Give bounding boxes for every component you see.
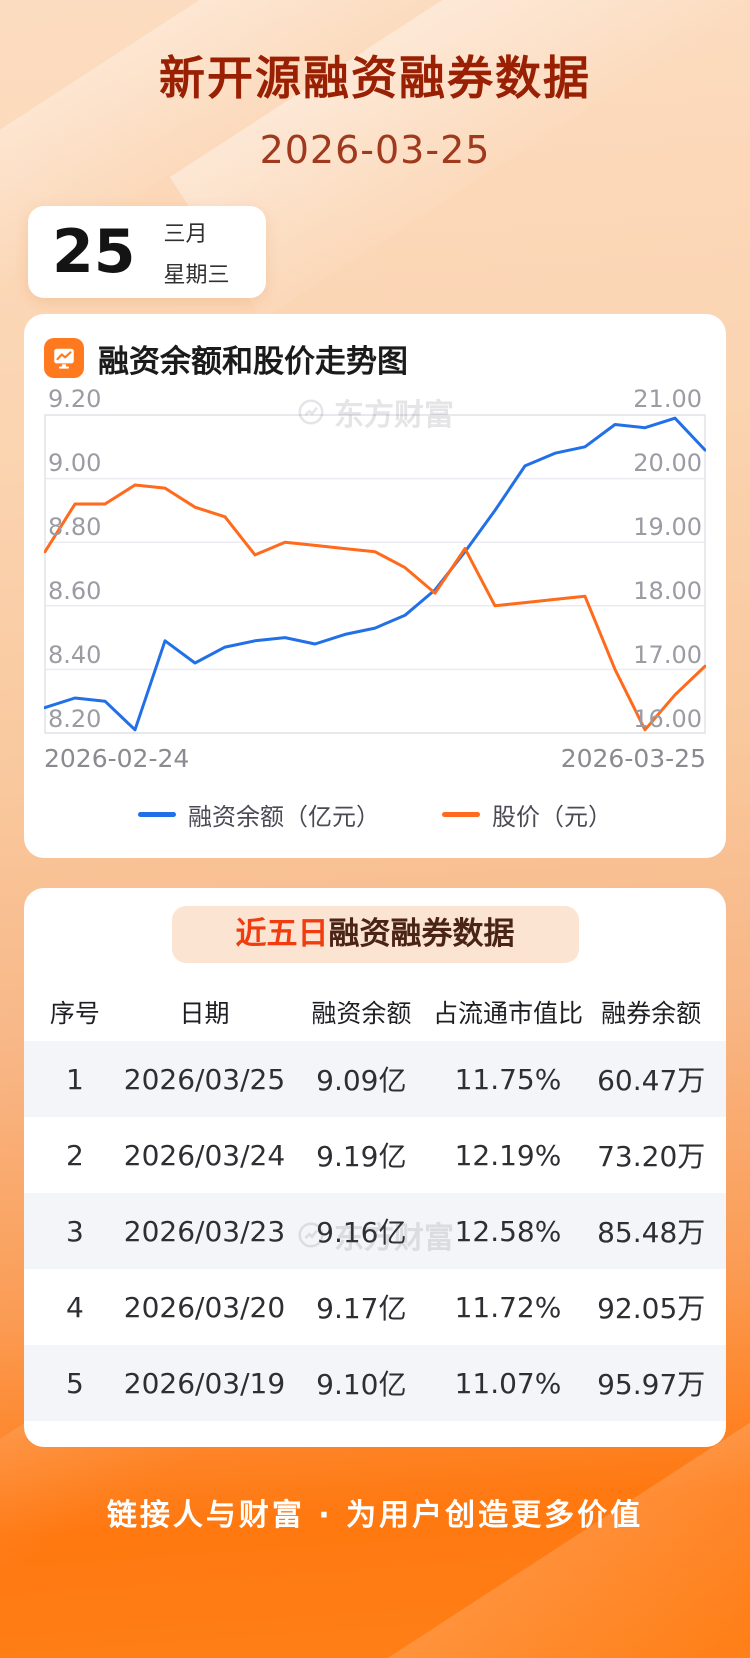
x-axis-labels: 2026-02-24 2026-03-25 — [44, 744, 706, 773]
table-cell: 5 — [66, 1366, 84, 1400]
header-date: 2026-03-25 — [259, 128, 491, 172]
table-cell: 73.20万 — [597, 1140, 706, 1173]
table-cell: 9.16亿 — [316, 1216, 407, 1249]
table-row: 5 2026/03/19 9.10亿 11.07% 95.97万 — [24, 1345, 726, 1421]
date-card-meta: 三月 星期三 — [164, 216, 230, 289]
chart-title: 融资余额和股价走势图 — [98, 343, 408, 380]
chart-legend: 融资余额（亿元） 股价（元） — [44, 797, 706, 832]
x-label-start: 2026-02-24 — [44, 744, 190, 773]
table-header-cell: 占流通市值比 — [432, 999, 583, 1028]
table-header-row: 序号 日期 融资余额 占流通市值比 融券余额 — [24, 983, 726, 1041]
table-card: 近五日融资融券数据 东方财富 序号日期融资余额占流通市值比融券余额12026/0… — [24, 888, 726, 1447]
table-cell: 2026/03/25 — [123, 1062, 286, 1096]
table-cell: 1 — [66, 1062, 84, 1096]
table-cell: 9.17亿 — [316, 1292, 407, 1325]
table-cell: 12.58% — [454, 1214, 562, 1248]
table-header-cell: 融券余额 — [601, 999, 702, 1028]
axis-tick-left: 8.40 — [48, 641, 102, 670]
table-header-cell: 日期 — [179, 999, 230, 1028]
table-cell: 85.48万 — [597, 1216, 706, 1249]
table-cell: 12.19% — [454, 1138, 562, 1172]
table-cell: 11.07% — [454, 1366, 562, 1400]
table-cell: 2026/03/20 — [123, 1290, 286, 1324]
table-cell: 2 — [66, 1138, 84, 1172]
header: 新开源融资融券数据 2026-03-25 — [0, 0, 750, 172]
five-day-table: 序号 日期 融资余额 占流通市值比 融券余额 1 2026/03/25 9.09亿 11.75%… — [24, 983, 726, 1421]
table-cell: 60.47万 — [597, 1064, 706, 1097]
table-cell: 9.10亿 — [316, 1368, 407, 1401]
legend-label: 融资余额（亿元） — [188, 803, 380, 831]
axis-tick-left: 8.20 — [48, 705, 102, 734]
line-chart-icon — [44, 338, 84, 378]
axis-tick-right: 19.00 — [633, 513, 702, 542]
page-title: 新开源融资融券数据 — [159, 51, 591, 105]
table-title: 近五日融资融券数据 — [171, 906, 579, 963]
table-cell: 4 — [66, 1290, 84, 1324]
table-row: 1 2026/03/25 9.09亿 11.75% 60.47万 — [24, 1041, 726, 1117]
table-cell: 11.72% — [454, 1290, 562, 1324]
table-cell: 9.09亿 — [316, 1064, 407, 1097]
table-header-cell: 序号 — [49, 999, 100, 1028]
table-title-highlight: 近五日 — [235, 916, 329, 952]
legend-item: 股价（元） — [442, 797, 612, 832]
footer-slogan: 链接人与财富 · 为用户创造更多价值 — [106, 1498, 644, 1533]
axis-tick-right: 16.00 — [633, 705, 702, 734]
date-card-weekday: 星期三 — [163, 262, 230, 288]
table-row: 2 2026/03/24 9.19亿 12.19% 73.20万 — [24, 1117, 726, 1193]
axis-tick-right: 18.00 — [633, 577, 702, 606]
axis-tick-left: 8.80 — [48, 513, 102, 542]
table-cell: 2026/03/23 — [123, 1214, 286, 1248]
x-label-end: 2026-03-25 — [560, 744, 706, 773]
axis-tick-left: 9.00 — [48, 449, 102, 478]
table-row: 3 2026/03/23 9.16亿 12.58% 85.48万 — [24, 1193, 726, 1269]
axis-tick-left: 8.60 — [48, 577, 102, 606]
table-cell: 9.19亿 — [316, 1140, 407, 1173]
legend-swatch — [138, 812, 176, 817]
table-cell: 2026/03/19 — [123, 1366, 286, 1400]
table-cell: 3 — [66, 1214, 84, 1248]
table-cell: 92.05万 — [597, 1292, 706, 1325]
axis-tick-right: 20.00 — [633, 449, 702, 478]
table-cell: 11.75% — [454, 1062, 562, 1096]
chart-card: 融资余额和股价走势图 东方财富 9.20 9.00 8.80 8.60 8.40 8.20… — [24, 314, 726, 858]
chart-title-row: 融资余额和股价走势图 — [44, 338, 706, 380]
date-card-month: 三月 — [163, 221, 208, 247]
legend-item: 融资余额（亿元） — [138, 797, 380, 832]
line-chart-plot: 9.20 9.00 8.80 8.60 8.40 8.20 21.00 20.00 19.00 1… — [44, 387, 706, 734]
date-card-day: 25 — [52, 217, 136, 287]
table-cell: 95.97万 — [597, 1368, 706, 1401]
table-row: 4 2026/03/20 9.17亿 11.72% 92.05万 — [24, 1269, 726, 1345]
chart-canvas — [44, 414, 706, 734]
table-cell: 2026/03/24 — [123, 1138, 286, 1172]
table-title-rest: 融资融券数据 — [328, 916, 515, 952]
table-header-cell: 融资余额 — [311, 999, 412, 1028]
axis-tick-right: 17.00 — [633, 641, 702, 670]
axis-tick-left: 9.20 — [48, 385, 102, 414]
legend-label: 股价（元） — [492, 803, 612, 831]
legend-swatch — [442, 812, 480, 817]
date-card: 25 三月 星期三 — [28, 206, 266, 298]
axis-tick-right: 21.00 — [633, 385, 702, 414]
